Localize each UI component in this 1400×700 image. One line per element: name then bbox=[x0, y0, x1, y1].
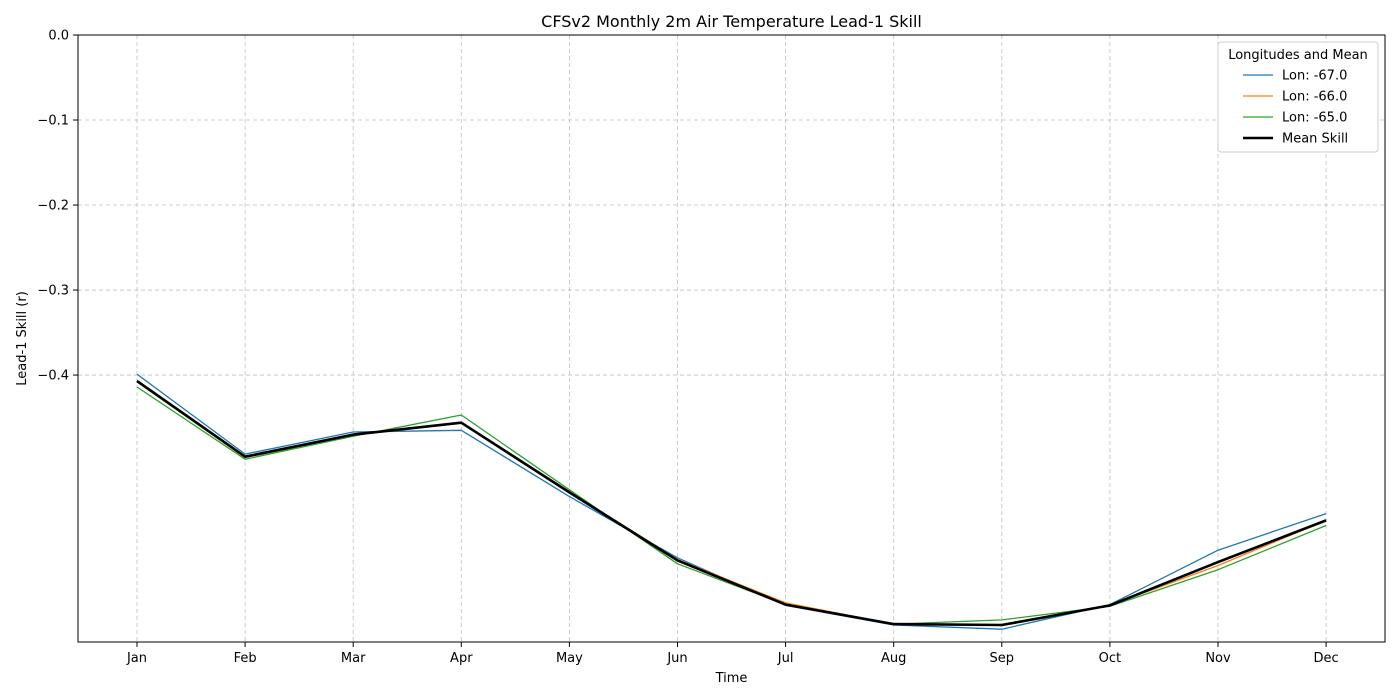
y-tick-label: −0.2 bbox=[37, 199, 69, 214]
y-tick-label: −0.1 bbox=[37, 114, 69, 129]
x-tick-label: Jun bbox=[666, 651, 687, 666]
legend: Longitudes and Mean Lon: -67.0 Lon: -66.0 L… bbox=[1217, 41, 1379, 153]
x-tick-label: Feb bbox=[234, 651, 257, 666]
x-tick-label: Oct bbox=[1099, 651, 1121, 666]
legend-label: Lon: -67.0 bbox=[1282, 69, 1347, 84]
y-tick-label: −0.3 bbox=[37, 284, 69, 299]
x-tick-label: Dec bbox=[1314, 651, 1339, 666]
x-axis: Jan Feb Mar Apr May Jun Jul Aug Sep Oct Nov Dec bbox=[126, 642, 1339, 666]
series-line-mean-skill bbox=[136, 379, 1327, 627]
x-tick-label: Aug bbox=[881, 651, 906, 666]
series-line bbox=[136, 381, 1327, 626]
legend-label: Lon: -66.0 bbox=[1282, 90, 1347, 105]
x-tick-label: Jul bbox=[777, 651, 794, 666]
y-tick-label: −0.4 bbox=[37, 369, 69, 384]
x-tick-label: Jan bbox=[126, 651, 147, 666]
x-tick-label: Mar bbox=[341, 651, 366, 666]
legend-title: Longitudes and Mean bbox=[1228, 48, 1368, 63]
x-axis-title: Time bbox=[715, 671, 748, 686]
plot-area-frame bbox=[77, 34, 1386, 643]
series-lines bbox=[136, 373, 1327, 630]
y-tick-label: 0.0 bbox=[48, 29, 69, 44]
legend-label: Lon: -65.0 bbox=[1282, 111, 1347, 126]
series-line bbox=[136, 386, 1327, 625]
x-tick-label: Apr bbox=[450, 651, 473, 666]
y-axis-title: Lead-1 Skill (r) bbox=[15, 291, 30, 386]
grid-lines bbox=[78, 34, 1385, 642]
chart-title: CFSv2 Monthly 2m Air Temperature Lead-1 … bbox=[541, 12, 922, 31]
x-tick-label: Sep bbox=[990, 651, 1015, 666]
x-tick-label: Nov bbox=[1205, 651, 1231, 666]
y-axis: 0.0 −0.1 −0.2 −0.3 −0.4 bbox=[37, 29, 78, 384]
legend-label: Mean Skill bbox=[1282, 132, 1348, 147]
x-tick-label: May bbox=[556, 651, 583, 666]
legend-box bbox=[1217, 41, 1379, 153]
